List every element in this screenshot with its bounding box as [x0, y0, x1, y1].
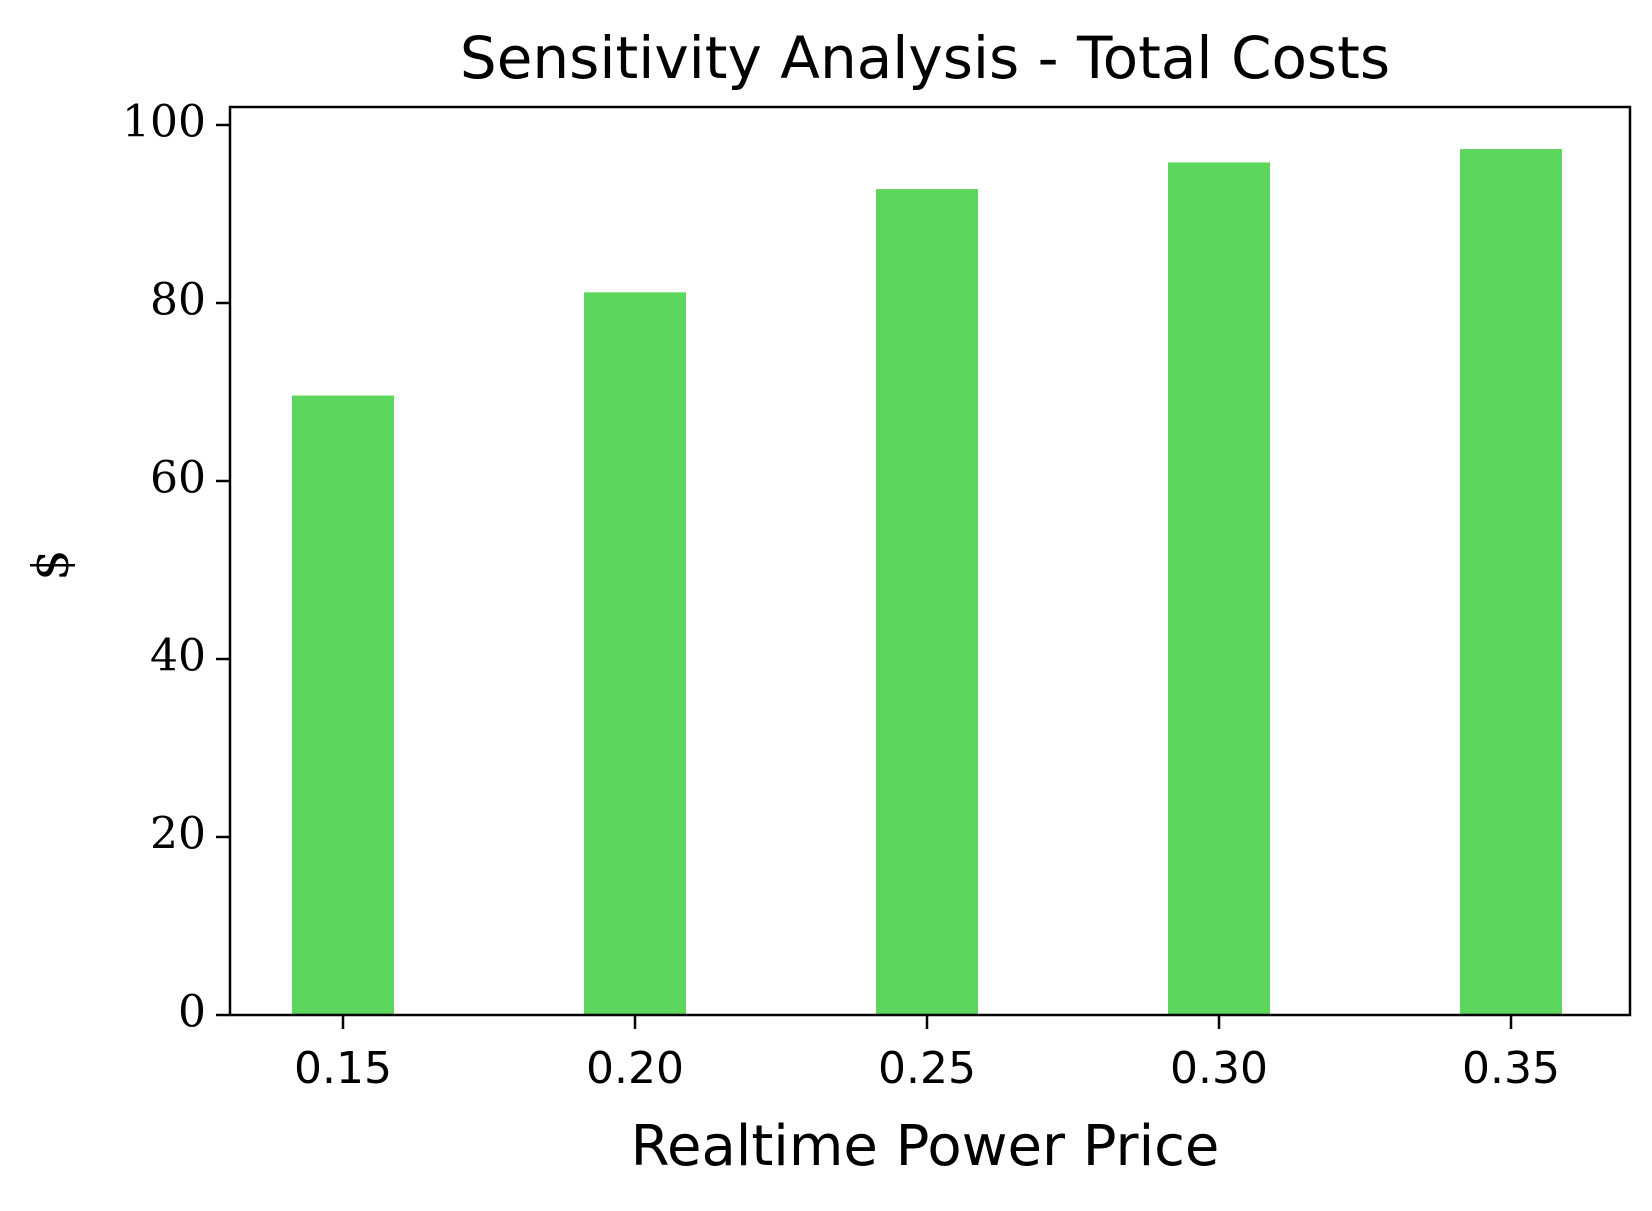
- bar-0.35: [1460, 149, 1562, 1015]
- x-axis-label: Realtime Power Price: [631, 1114, 1220, 1179]
- chart-title: Sensitivity Analysis - Total Costs: [460, 24, 1390, 92]
- y-tick-label-0: 0: [178, 987, 206, 1038]
- x-tick-label-0.25: 0.25: [878, 1043, 976, 1094]
- y-axis-label: $: [22, 549, 80, 581]
- bar-0.30: [1168, 162, 1270, 1015]
- bars-group: [292, 149, 1562, 1015]
- y-tick-label-80: 80: [150, 275, 206, 326]
- y-tick-label-60: 60: [150, 453, 206, 504]
- y-ticks-group: 0 20 40 60 80 100: [122, 97, 230, 1038]
- plot-frame: [228, 105, 1632, 1017]
- x-tick-label-0.20: 0.20: [586, 1043, 684, 1094]
- bar-0.15: [292, 395, 394, 1015]
- bar-0.20: [584, 292, 686, 1015]
- x-ticks-group: 0.15 0.20 0.25 0.30 0.35: [294, 1015, 1560, 1094]
- x-tick-label-0.30: 0.30: [1170, 1043, 1268, 1094]
- bar-0.25: [876, 189, 978, 1015]
- x-tick-label-0.15: 0.15: [294, 1043, 392, 1094]
- y-tick-label-40: 40: [150, 631, 206, 682]
- x-tick-label-0.35: 0.35: [1462, 1043, 1560, 1094]
- y-tick-label-100: 100: [122, 97, 206, 148]
- y-tick-label-20: 20: [150, 809, 206, 860]
